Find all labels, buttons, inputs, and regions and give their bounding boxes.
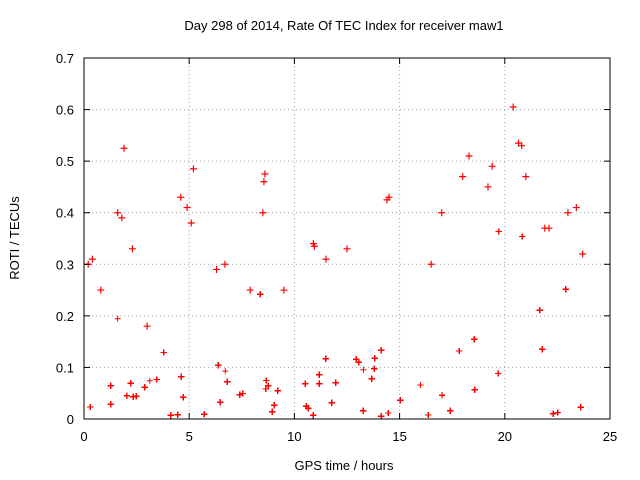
data-point-cloud: [114, 315, 121, 322]
data-points: [84, 103, 587, 420]
chart-title: Day 298 of 2014, Rate Of TEC Index for r…: [184, 18, 503, 33]
data-point-cloud: [417, 382, 424, 389]
data-point-cloud: [146, 377, 153, 384]
data-point-cloud: [222, 368, 229, 375]
grid-lines: [84, 58, 610, 419]
data-point-cloud: [360, 366, 367, 373]
